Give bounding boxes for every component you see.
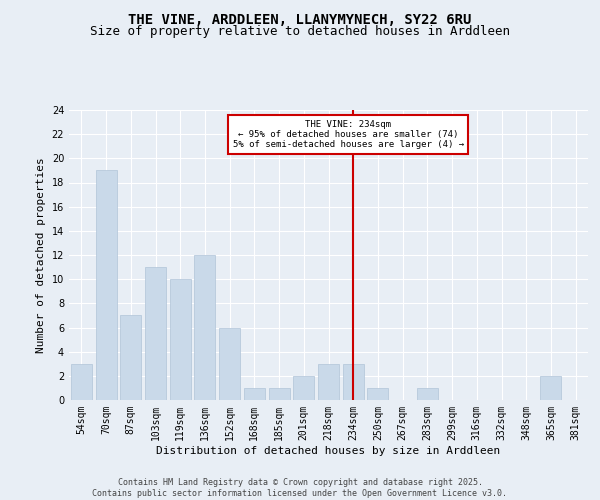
Bar xyxy=(367,388,388,400)
Bar xyxy=(145,267,166,400)
Bar xyxy=(269,388,290,400)
Bar xyxy=(343,364,364,400)
Y-axis label: Number of detached properties: Number of detached properties xyxy=(36,157,46,353)
Bar xyxy=(120,316,141,400)
X-axis label: Distribution of detached houses by size in Arddleen: Distribution of detached houses by size … xyxy=(157,446,500,456)
Bar xyxy=(95,170,116,400)
Text: Contains HM Land Registry data © Crown copyright and database right 2025.
Contai: Contains HM Land Registry data © Crown c… xyxy=(92,478,508,498)
Bar xyxy=(194,255,215,400)
Bar xyxy=(170,279,191,400)
Bar xyxy=(71,364,92,400)
Bar xyxy=(417,388,438,400)
Text: Size of property relative to detached houses in Arddleen: Size of property relative to detached ho… xyxy=(90,25,510,38)
Text: THE VINE, ARDDLEEN, LLANYMYNECH, SY22 6RU: THE VINE, ARDDLEEN, LLANYMYNECH, SY22 6R… xyxy=(128,12,472,26)
Bar xyxy=(244,388,265,400)
Bar xyxy=(318,364,339,400)
Bar xyxy=(541,376,562,400)
Text: THE VINE: 234sqm
← 95% of detached houses are smaller (74)
5% of semi-detached h: THE VINE: 234sqm ← 95% of detached house… xyxy=(233,120,464,150)
Bar xyxy=(293,376,314,400)
Bar xyxy=(219,328,240,400)
